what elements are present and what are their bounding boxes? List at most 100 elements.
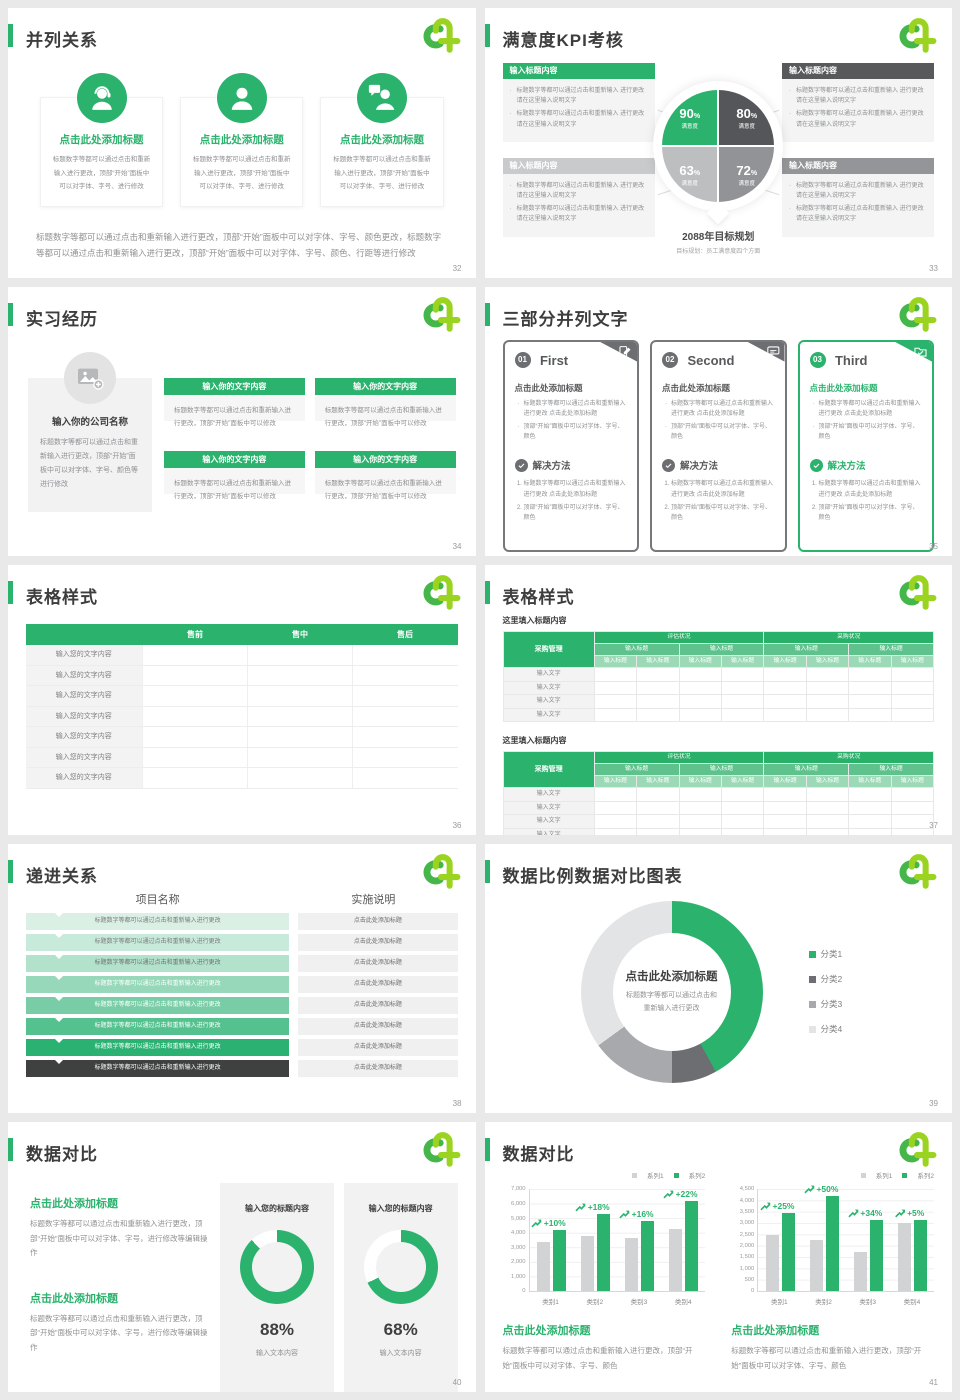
sub-header: 输入标题 — [594, 656, 637, 668]
title-accent-bar — [484, 859, 490, 883]
sub-header: 输入标题 — [806, 656, 849, 668]
title-accent-bar — [8, 24, 13, 47]
kpi-box-title: 输入标题内容 — [502, 157, 655, 174]
kpi-box: 输入标题内容 标题数字等都可以通过点击和重新输入 进行更改 请在这里输入说明文字… — [502, 157, 655, 237]
x-axis-labels: 类别1 类别2 类别3 类别4 — [542, 1299, 692, 1307]
page-number: 36 — [452, 820, 462, 830]
slide-38[interactable]: 递进关系 项目名称 实施说明 标题数字等都可以通过点击和重新输入进行更改 点击此处… — [8, 843, 476, 1114]
page-number: 40 — [452, 1378, 462, 1387]
text-box: 输入你的文字内容 标题数字等都可以通过点击和重新输入进行更改，顶部“开始”面板中… — [314, 450, 456, 512]
sub-header: 输入标题 — [849, 656, 891, 668]
progress-row: 标题数字等都可以通过点击和重新输入进行更改 点击此处添加标题 — [26, 912, 458, 931]
complex-table: 采购管理 评估状况 采购状况 输入标题 输入标题 输入标题 输入标题 输入标题 … — [502, 751, 934, 835]
text-box: 输入你的文字内容 标题数字等都可以通过点击和重新输入进行更改，顶部“开始”面板中… — [164, 377, 305, 439]
gauge-card: 输入您的标题内容 88% 输入文本内容 — [220, 1183, 334, 1392]
text-box-body: 标题数字等都可以通过点击和重新输入进行更改，顶部“开始”面板中可以修改 — [314, 467, 456, 500]
card-body: 标题数字等都可以通过点击和重新输入进行更改，顶部“开始”面板中可以对字体、字号、… — [333, 156, 431, 191]
parallel-cards: 点击此处添加标题 标题数字等都可以通过点击和重新输入进行更改，顶部“开始”面板中… — [40, 73, 444, 207]
card-number-badge: 01 — [514, 352, 531, 369]
chat-bubble-icon — [767, 345, 780, 358]
donut-chart: 点击此处添加标题 标题数字等都可以通过点击和 重新输入进行更改 — [580, 900, 763, 1083]
slide-33[interactable]: 满意度KPI考核 输入标题内容 标题数字等都可以通过点击和重新输入 进行更改 请… — [484, 8, 952, 278]
parallel-card: 点击此处添加标题 标题数字等都可以通过点击和重新输入进行更改，顶部“开始”面板中… — [180, 73, 304, 207]
title-accent-bar — [484, 24, 490, 47]
slide-37[interactable]: 表格样式 这里填入标题内容 采购管理 评估状况 采购状况 输入标题 输入标题 输… — [484, 565, 952, 835]
legend-item: 分类4 — [808, 1023, 842, 1035]
gauge-card-title: 输入您的标题内容 — [368, 1204, 433, 1214]
gauge-ring — [240, 1230, 314, 1305]
slide-35[interactable]: 三部分并列文字 01 First 点击此处添加标题 标题数字等都可以通过点击和重… — [484, 286, 952, 557]
image-placeholder-circle — [64, 351, 116, 404]
chart-heading: 点击此处添加标题 — [502, 1325, 591, 1338]
slide-title: 表格样式 — [502, 588, 575, 608]
text-box-body: 标题数字等都可以通过点击和重新输入进行更改，顶部“开始”面板中可以修改 — [164, 467, 305, 500]
kpi-bullet: 标题数字等都可以通过点击和重新输入 进行更改 请在这里输入说明文字 — [510, 204, 648, 224]
table-row: 输入您的文字内容 — [26, 645, 458, 666]
kpi-layout: 输入标题内容 标题数字等都可以通过点击和重新输入 进行更改 请在这里输入说明文字… — [502, 63, 934, 255]
solution-label: 解决方法 — [532, 461, 571, 473]
growth-label: +34% — [848, 1208, 882, 1218]
up-arrow-icon — [664, 1189, 675, 1199]
sub-header: 输入标题 — [679, 776, 721, 788]
sub-header: 输入标题 — [891, 776, 933, 788]
row-label: 输入文字 — [503, 695, 594, 708]
title-accent-bar — [484, 1138, 490, 1162]
part-card-second: 02 Second 点击此处添加标题 标题数字等都可以通过点击和重新输入进行更改… — [650, 339, 787, 552]
progress-row: 标题数字等都可以通过点击和重新输入进行更改 点击此处添加标题 — [26, 1017, 458, 1036]
kpi-box: 输入标题内容 标题数字等都可以通过点击和重新输入 进行更改 请在这里输入说明文字… — [782, 157, 934, 237]
sub-header: 输入标题 — [849, 776, 891, 788]
column-header: 售中 — [292, 630, 308, 640]
table-row: 输入您的文字内容 — [26, 665, 458, 687]
sub-header: 输入标题 — [721, 776, 764, 788]
gauge-value: 88% — [259, 1320, 295, 1340]
table-row: 输入您的文字内容 — [26, 727, 458, 748]
parallel-card: 点击此处添加标题 标题数字等都可以通过点击和重新输入进行更改，顶部“开始”面板中… — [40, 73, 164, 207]
kpi-pie-area: 90% 满意度 80% 满意度 63% 满意度 72% 满意度 2088年目标规… — [653, 63, 784, 255]
block-body: 标题数字等都可以通过点击和重新输入进行更改，顶部“开始”面板中可以对字体、字号，… — [30, 1219, 208, 1257]
card-bullet: 顶部“开始”面板中可以对字体、字号、颜色 — [665, 422, 775, 442]
kpi-bullet: 标题数字等都可以通过点击和重新输入 进行更改 请在这里输入说明文字 — [510, 109, 648, 129]
chart-body: 标题数字等都可以通过点击和重新输入进行更改，顶部“开始”面板中可以对字体、字号、… — [731, 1346, 922, 1370]
legend-item: 分类2 — [808, 973, 842, 985]
growth-label: +50% — [804, 1184, 838, 1194]
legend-item: 分类1 — [808, 948, 842, 960]
gauge-ring — [363, 1230, 438, 1305]
pie-caption-sub: 目标规划：员工满意度四个方面 — [676, 249, 761, 255]
solution-label: 解决方法 — [827, 461, 866, 473]
card-number-badge: 02 — [662, 352, 678, 369]
slide-39[interactable]: 数据比例数据对比图表 点击此处添加标题 标题数字等都可以通过点击和 重新输入进行… — [484, 843, 952, 1114]
sub-header: 输入标题 — [721, 656, 764, 668]
row-label: 输入文字 — [503, 681, 594, 695]
person-headset-icon — [87, 83, 117, 113]
avatar — [76, 73, 127, 123]
slide-footer-text: 标题数字等都可以通过点击和重新输入进行更改，顶部“开始”面板中可以对字体、字号、… — [36, 231, 442, 259]
mid-header: 输入标题 — [594, 764, 679, 776]
plot-area: +25% +50% +34% +5% — [757, 1184, 934, 1293]
title-accent-bar — [8, 859, 13, 883]
pie-slice: 90% 满意度 — [662, 90, 718, 145]
donut-center-title: 点击此处添加标题 — [625, 971, 718, 983]
chart-body: 标题数字等都可以通过点击和重新输入进行更改，顶部“开始”面板中可以对字体、字号、… — [502, 1346, 693, 1370]
slide-40[interactable]: 数据对比 点击此处添加标题 标题数字等都可以通过点击和重新输入进行更改，顶部“开… — [8, 1122, 476, 1392]
card-bullet: 标题数字等都可以通过点击和重新输入进行更改 点击此处添加标题 — [813, 399, 923, 419]
slide-title: 表格样式 — [26, 588, 98, 608]
slide-36[interactable]: 表格样式 售前 售中 售后 输入您的文字内容 输入您的文字内容 输入您的文字内容… — [8, 565, 476, 835]
row-label: 输入文字 — [503, 828, 594, 835]
company-logo-icon — [420, 295, 462, 333]
solution-step: 标题数字等都可以通过点击和重新输入进行更改 点击此处添加标题 — [524, 479, 628, 499]
gauge-caption: 输入文本内容 — [379, 1350, 422, 1358]
slide-41[interactable]: 数据对比 系列1 系列2 7,000 6,000 5,000 4,000 3,000… — [484, 1122, 952, 1392]
slide-34[interactable]: 实习经历 输入你的公司名称 标题数字等都可以通过点击和重新输入进行更改，顶部“开… — [8, 286, 476, 557]
slide-32[interactable]: 并列关系 点击此处添加标题 标题数字等都可以通过点击和重新输入进行更改，顶部“开… — [8, 8, 476, 278]
gauge-value: 68% — [383, 1320, 418, 1340]
card-bullet: 标题数字等都可以通过点击和重新输入进行更改 点击此处添加标题 — [518, 399, 628, 419]
page-number: 38 — [452, 1099, 462, 1109]
slide-title: 实习经历 — [26, 309, 98, 329]
table-row: 输入您的文字内容 — [26, 747, 458, 769]
kpi-box: 输入标题内容 标题数字等都可以通过点击和重新输入 进行更改 请在这里输入说明文字… — [502, 63, 655, 142]
simple-table: 售前 售中 售后 输入您的文字内容 输入您的文字内容 输入您的文字内容 输入您的… — [26, 624, 458, 789]
table-row: 输入您的文字内容 — [26, 686, 458, 707]
page-number: 35 — [929, 542, 938, 552]
part-card-third: 03 Third 点击此处添加标题 标题数字等都可以通过点击和重新输入进行更改 … — [797, 339, 934, 552]
mid-header: 输入标题 — [764, 764, 849, 776]
